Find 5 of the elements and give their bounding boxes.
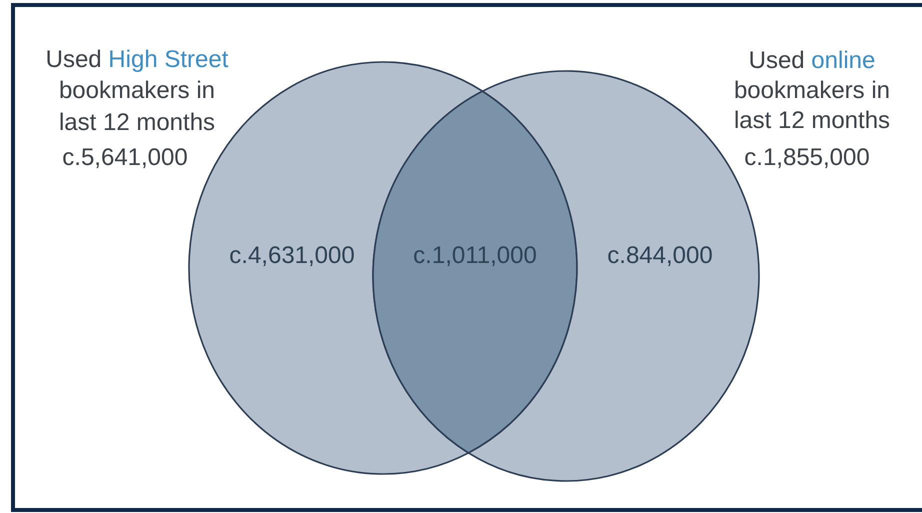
data-label: c.1,011,000 bbox=[413, 242, 537, 269]
data-label: c.4,631,000 bbox=[229, 242, 355, 269]
text: c.1,855,000 bbox=[744, 144, 870, 171]
text: c.5,641,000 bbox=[62, 144, 188, 171]
data-label: c.844,000 bbox=[607, 242, 713, 269]
